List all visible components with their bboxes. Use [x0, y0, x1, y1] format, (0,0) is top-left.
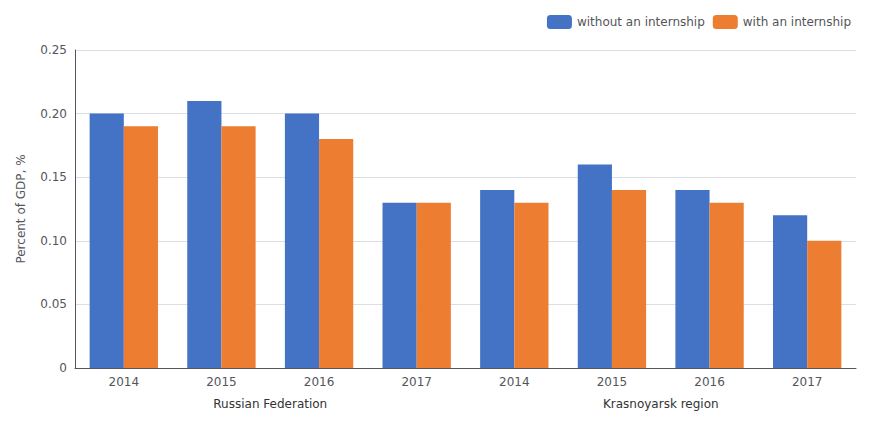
svg-text:0.10: 0.10	[40, 234, 67, 248]
svg-text:2016: 2016	[304, 375, 335, 389]
svg-text:without an internship: without an internship	[577, 15, 705, 29]
svg-text:Krasnoyarsk region: Krasnoyarsk region	[603, 397, 719, 411]
svg-text:2016: 2016	[694, 375, 725, 389]
svg-text:2017: 2017	[401, 375, 432, 389]
svg-text:2014: 2014	[109, 375, 140, 389]
svg-text:0.05: 0.05	[40, 297, 67, 311]
svg-text:0.20: 0.20	[40, 107, 67, 121]
svg-text:with an internship: with an internship	[743, 15, 851, 29]
svg-text:0: 0	[59, 361, 67, 375]
svg-text:0.15: 0.15	[40, 170, 67, 184]
svg-text:2015: 2015	[597, 375, 628, 389]
svg-text:2015: 2015	[206, 375, 237, 389]
svg-text:2014: 2014	[499, 375, 530, 389]
svg-text:0.25: 0.25	[40, 43, 67, 57]
svg-text:Russian Federation: Russian Federation	[213, 397, 327, 411]
svg-text:Percent of GDP, %: Percent of GDP, %	[14, 154, 28, 263]
svg-text:2017: 2017	[792, 375, 823, 389]
